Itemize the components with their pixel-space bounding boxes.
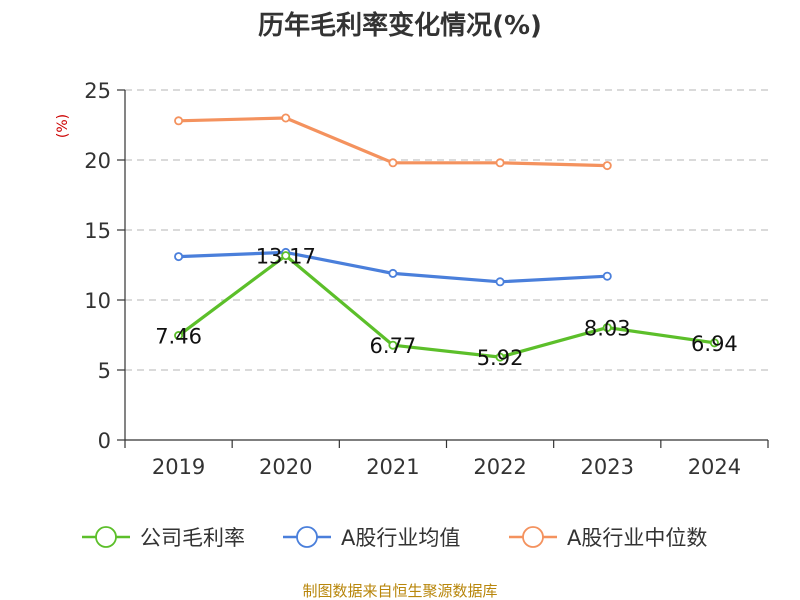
- y-tick-label: 10: [84, 289, 111, 313]
- data-point-industry-average: [388, 268, 398, 278]
- data-label: 7.46: [155, 325, 202, 349]
- legend-label-company-gross-margin: 公司毛利率: [140, 526, 245, 550]
- x-tick-label: 2021: [366, 455, 419, 479]
- data-label: 6.94: [691, 332, 738, 356]
- x-tick-label: 2024: [688, 455, 741, 479]
- data-labels: 7.46 13.17 6.77 5.92 8.03 6.94: [155, 245, 738, 371]
- data-point-company-gross-margin: [709, 338, 719, 348]
- data-label: 13.17: [256, 245, 316, 269]
- y-tick-label: 5: [98, 359, 111, 383]
- chart-title: 历年毛利率变化情况(%): [258, 10, 542, 41]
- source-note: 制图数据来自恒生聚源数据库: [302, 582, 497, 600]
- data-point-industry-median: [495, 158, 505, 168]
- y-tick-label: 15: [84, 219, 111, 243]
- legend: 公司毛利率 A股行业均值 A股行业中位数: [82, 526, 707, 550]
- legend-marker-industry-median: [522, 526, 544, 548]
- y-tick-label: 20: [84, 149, 111, 173]
- series-line-company-gross-margin: [177, 254, 715, 359]
- data-point-company-gross-margin: [174, 331, 184, 341]
- data-point-industry-median: [388, 158, 398, 168]
- legend-marker-company-gross-margin: [95, 526, 117, 548]
- gridlines: [125, 89, 768, 371]
- data-point-industry-median: [174, 116, 184, 126]
- axes: 0 5 10 15 20 25 2019 2020 2021 2022 2023 2024: [84, 79, 769, 479]
- data-point-industry-average: [174, 252, 184, 262]
- x-tick-label: 2023: [581, 455, 634, 479]
- x-tick-label: 2020: [259, 455, 312, 479]
- x-tick-label: 2019: [152, 455, 205, 479]
- data-label: 6.77: [370, 334, 417, 358]
- data-point-company-gross-margin: [281, 251, 291, 261]
- legend-label-industry-average: A股行业均值: [341, 526, 460, 550]
- legend-marker-industry-average: [296, 526, 318, 548]
- data-label: 8.03: [584, 317, 631, 341]
- data-label: 5.92: [477, 346, 524, 370]
- data-point-industry-median: [602, 161, 612, 171]
- data-point-company-gross-margin: [495, 352, 505, 362]
- y-tick-label: 0: [98, 429, 111, 453]
- legend-label-industry-median: A股行业中位数: [567, 526, 707, 550]
- y-tick-label: 25: [84, 79, 111, 103]
- data-point-company-gross-margin: [602, 323, 612, 333]
- data-point-industry-median: [281, 113, 291, 123]
- x-tick-label: 2022: [473, 455, 526, 479]
- data-point-industry-average: [602, 271, 612, 281]
- series-lines: [174, 113, 719, 362]
- y-axis-unit-label: (%): [55, 114, 71, 138]
- data-point-industry-average: [495, 277, 505, 287]
- data-point-company-gross-margin: [388, 340, 398, 350]
